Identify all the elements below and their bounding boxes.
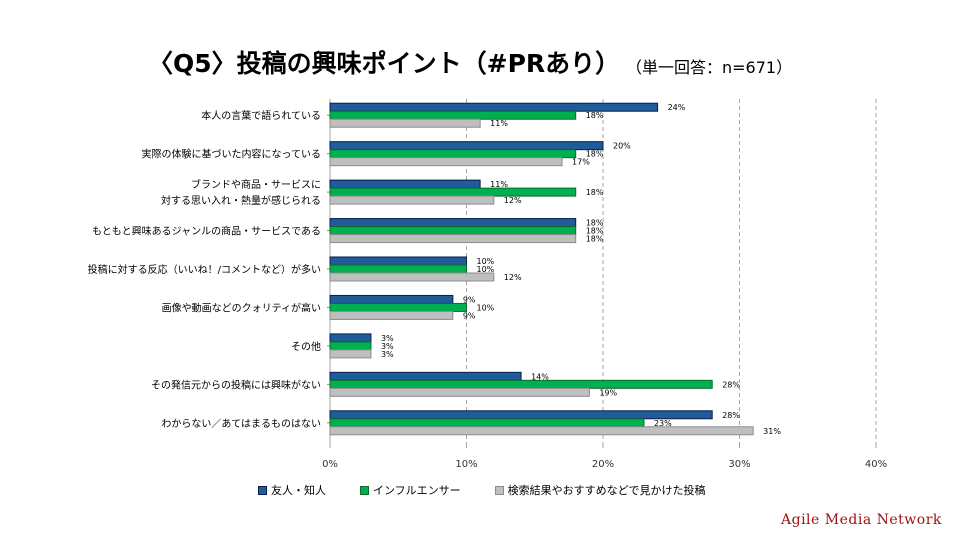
legend-swatch: [360, 485, 369, 495]
data-label: 14%: [531, 372, 549, 381]
data-label: 3%: [381, 350, 394, 359]
bar: [329, 341, 372, 351]
data-label: 28%: [722, 380, 740, 389]
data-label: 24%: [668, 103, 686, 112]
bar: [329, 418, 645, 428]
data-label: 20%: [613, 142, 631, 151]
data-label: 19%: [599, 388, 617, 397]
category-label: 画像や動画などのクォリティが高い: [162, 301, 321, 314]
data-label: 18%: [586, 235, 604, 244]
category-label: 実際の体験に基づいた内容になっている: [142, 148, 322, 161]
x-tick-label: 0%: [322, 459, 338, 470]
x-tick-label: 10%: [455, 459, 477, 470]
bar: [329, 149, 577, 159]
legend-label: 友人・知人: [271, 484, 326, 497]
data-label: 23%: [654, 419, 672, 428]
bar: [329, 302, 467, 312]
x-tick-label: 40%: [865, 459, 887, 470]
legend-item: 友人・知人: [258, 482, 326, 498]
chart-title: 〈Q5〉投稿の興味ポイント（#PRあり）: [148, 49, 621, 78]
data-label: 28%: [722, 411, 740, 420]
bar: [329, 379, 713, 389]
data-label: 11%: [490, 119, 508, 128]
data-label: 18%: [586, 219, 604, 228]
data-label: 9%: [463, 295, 476, 304]
category-label: ブランドや商品・サービスに: [191, 178, 321, 191]
legend-item: インフルエンサー: [360, 482, 461, 498]
bar: [329, 349, 372, 359]
category-label: もともと興味あるジャンルの商品・サービスである: [92, 225, 321, 238]
bar: [329, 310, 454, 320]
data-label: 3%: [381, 342, 394, 351]
legend-swatch: [258, 485, 267, 495]
bar: [329, 179, 481, 189]
data-label: 3%: [381, 334, 394, 343]
category-label: 対する思い入れ・熱量が感じられる: [161, 194, 321, 207]
x-tick-label: 20%: [592, 459, 614, 470]
brand-logo: Agile Media Network: [781, 512, 942, 528]
data-label: 12%: [504, 196, 522, 205]
data-label: 18%: [586, 150, 604, 159]
category-label: 本人の言葉で語られている: [201, 109, 321, 122]
bar: [329, 195, 495, 205]
data-label: 10%: [477, 303, 495, 312]
data-label: 10%: [477, 257, 495, 266]
bar: [329, 110, 577, 120]
bar: [329, 256, 467, 266]
bar: [329, 272, 495, 282]
bar: [329, 218, 577, 228]
bar: [329, 118, 481, 128]
data-label: 12%: [504, 273, 522, 282]
category-label: わからない／あてはまるものはない: [161, 418, 321, 430]
bar: [329, 410, 713, 420]
data-label: 18%: [586, 188, 604, 197]
legend: 友人・知人 インフルエンサー 検索結果やおすすめなどで見かけた投稿: [258, 482, 705, 498]
data-label: 18%: [586, 111, 604, 120]
data-label: 9%: [463, 311, 476, 320]
data-label: 17%: [572, 158, 590, 167]
bar: [329, 234, 577, 244]
bar: [329, 157, 563, 167]
bar: [329, 187, 577, 197]
bar: [329, 102, 659, 112]
bar: [329, 333, 372, 343]
legend-swatch: [494, 485, 504, 495]
category-label: 投稿に対する反応（いいね！/コメントなど）が多い: [88, 263, 321, 276]
legend-label: インフルエンサー: [373, 484, 461, 497]
bar: [329, 226, 577, 236]
legend-item: 検索結果やおすすめなどで見かけた投稿: [494, 482, 706, 498]
category-label: その発信元からの投稿には興味がない: [151, 378, 321, 391]
bar: [329, 294, 454, 304]
data-label: 18%: [586, 227, 604, 236]
bar: [329, 264, 467, 274]
bar: [329, 141, 604, 151]
bar: [329, 371, 522, 381]
category-label: その他: [291, 340, 321, 353]
data-label: 31%: [763, 427, 781, 436]
bar: [329, 426, 754, 436]
x-tick-label: 30%: [728, 459, 750, 470]
bar: [329, 387, 590, 397]
chart-subtitle: （単一回答：n=671）: [626, 58, 793, 77]
legend-label: 検索結果やおすすめなどで見かけた投稿: [507, 484, 706, 497]
data-label: 10%: [477, 265, 495, 274]
data-label: 11%: [490, 180, 508, 189]
